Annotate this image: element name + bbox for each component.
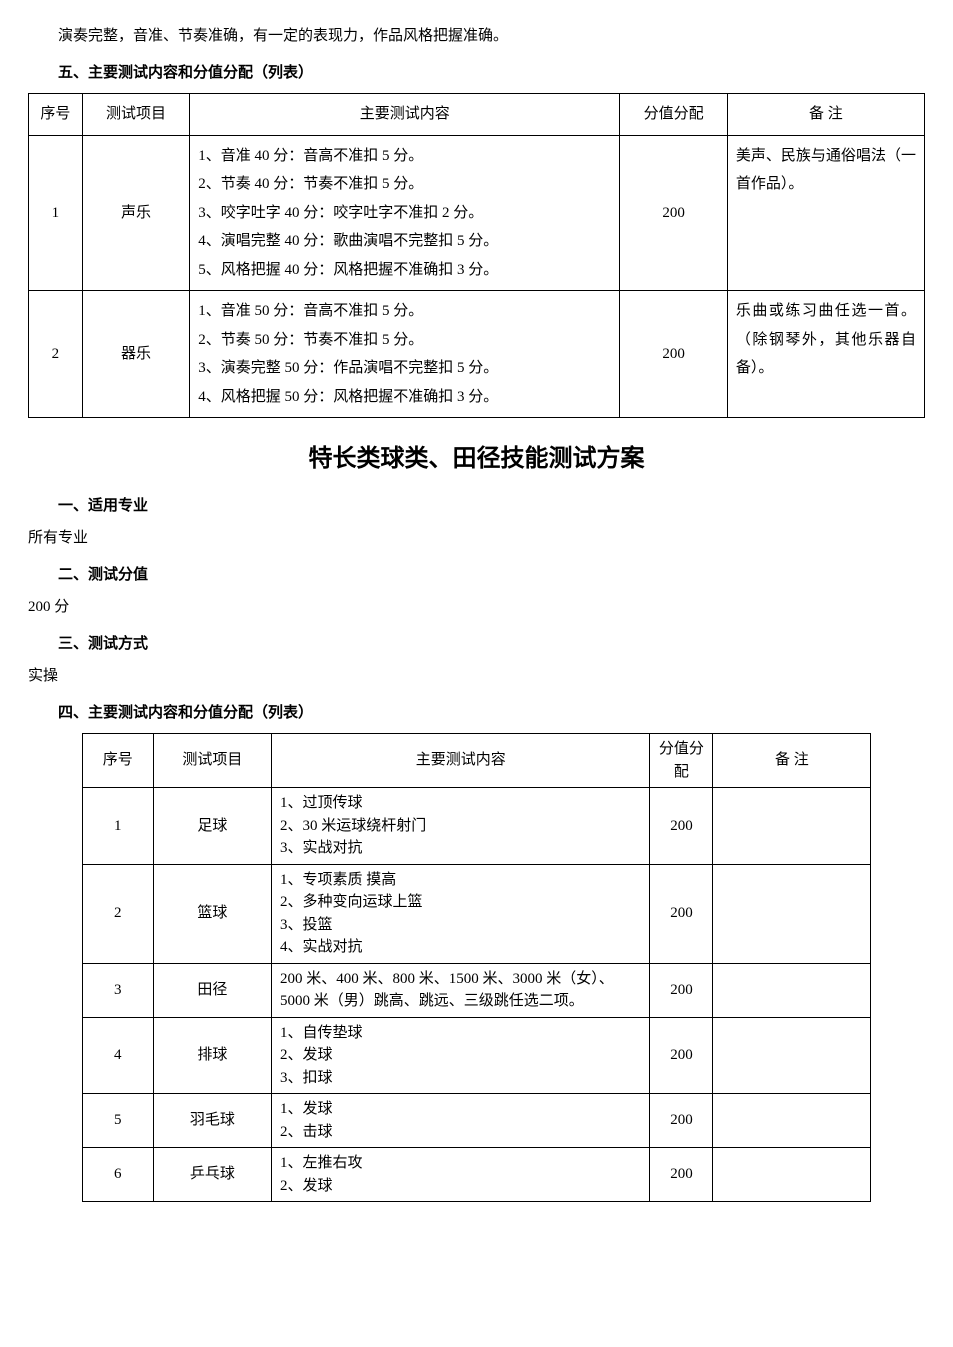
th-note: 备 注 — [727, 94, 924, 136]
cell-note — [713, 864, 871, 963]
cell-note — [713, 1094, 871, 1148]
content-line: 3、投篮 — [280, 914, 641, 937]
th-note: 备 注 — [713, 734, 871, 788]
table-row: 4排球1、自传垫球2、发球3、扣球200 — [82, 1017, 870, 1094]
cell-seq: 4 — [82, 1017, 153, 1094]
cell-content: 1、左推右攻2、发球 — [272, 1148, 650, 1202]
table-row: 2篮球1、专项素质 摸高2、多种变向运球上篮3、投篮4、实战对抗200 — [82, 864, 870, 963]
cell-seq: 5 — [82, 1094, 153, 1148]
content-line: 200 米、400 米、800 米、1500 米、3000 米（女）、5000 … — [280, 968, 641, 1013]
cell-seq: 3 — [82, 963, 153, 1017]
cell-content: 1、音准 50 分：音高不准扣 5 分。2、节奏 50 分：节奏不准扣 5 分。… — [190, 291, 620, 418]
cell-seq: 6 — [82, 1148, 153, 1202]
content-line: 1、左推右攻 — [280, 1152, 641, 1175]
cell-item: 篮球 — [153, 864, 271, 963]
content-line: 4、实战对抗 — [280, 936, 641, 959]
cell-note — [713, 963, 871, 1017]
cell-content: 1、专项素质 摸高2、多种变向运球上篮3、投篮4、实战对抗 — [272, 864, 650, 963]
content-line: 2、多种变向运球上篮 — [280, 891, 641, 914]
cell-item: 器乐 — [82, 291, 190, 418]
content-line: 1、音准 50 分：音高不准扣 5 分。 — [198, 297, 611, 326]
sec4-heading: 四、主要测试内容和分值分配（列表） — [28, 699, 925, 728]
content-line: 1、专项素质 摸高 — [280, 869, 641, 892]
table-row: 1声乐1、音准 40 分：音高不准扣 5 分。2、节奏 40 分：节奏不准扣 5… — [29, 135, 925, 291]
cell-seq: 1 — [29, 135, 83, 291]
content-line: 2、发球 — [280, 1044, 641, 1067]
th-score: 分值分配 — [620, 94, 728, 136]
cell-content: 1、自传垫球2、发球3、扣球 — [272, 1017, 650, 1094]
content-line: 2、发球 — [280, 1175, 641, 1198]
content-line: 3、扣球 — [280, 1067, 641, 1090]
content-line: 1、发球 — [280, 1098, 641, 1121]
cell-note: 美声、民族与通俗唱法（一首作品）。 — [727, 135, 924, 291]
th-seq: 序号 — [82, 734, 153, 788]
content-line: 2、30 米运球绕杆射门 — [280, 815, 641, 838]
cell-note: 乐曲或练习曲任选一首。（除钢琴外，其他乐器自备）。 — [727, 291, 924, 418]
cell-score: 200 — [650, 1017, 713, 1094]
th-item: 测试项目 — [153, 734, 271, 788]
cell-score: 200 — [650, 864, 713, 963]
cell-item: 田径 — [153, 963, 271, 1017]
cell-note — [713, 788, 871, 865]
content-line: 4、风格把握 50 分：风格把握不准确扣 3 分。 — [198, 383, 611, 412]
cell-score: 200 — [650, 1094, 713, 1148]
cell-score: 200 — [620, 135, 728, 291]
th-content: 主要测试内容 — [190, 94, 620, 136]
cell-item: 声乐 — [82, 135, 190, 291]
th-seq: 序号 — [29, 94, 83, 136]
table-header-row: 序号 测试项目 主要测试内容 分值分配 备 注 — [82, 734, 870, 788]
table-header-row: 序号 测试项目 主要测试内容 分值分配 备 注 — [29, 94, 925, 136]
cell-seq: 2 — [82, 864, 153, 963]
content-line: 2、击球 — [280, 1121, 641, 1144]
content-line: 1、过顶传球 — [280, 792, 641, 815]
content-line: 1、自传垫球 — [280, 1022, 641, 1045]
content-line: 2、节奏 50 分：节奏不准扣 5 分。 — [198, 326, 611, 355]
cell-score: 200 — [650, 1148, 713, 1202]
content-line: 3、实战对抗 — [280, 837, 641, 860]
cell-seq: 2 — [29, 291, 83, 418]
table-row: 6乒乓球1、左推右攻2、发球200 — [82, 1148, 870, 1202]
cell-score: 200 — [620, 291, 728, 418]
section-5-heading: 五、主要测试内容和分值分配（列表） — [28, 59, 925, 88]
table-row: 5羽毛球1、发球2、击球200 — [82, 1094, 870, 1148]
cell-content: 1、过顶传球2、30 米运球绕杆射门3、实战对抗 — [272, 788, 650, 865]
sec2-text: 200 分 — [28, 593, 925, 622]
content-line: 3、咬字吐字 40 分：咬字吐字不准扣 2 分。 — [198, 199, 611, 228]
sec3-heading: 三、测试方式 — [28, 630, 925, 659]
table-row: 1足球1、过顶传球2、30 米运球绕杆射门3、实战对抗200 — [82, 788, 870, 865]
sec2-heading: 二、测试分值 — [28, 561, 925, 590]
cell-item: 足球 — [153, 788, 271, 865]
cell-note — [713, 1017, 871, 1094]
table-music: 序号 测试项目 主要测试内容 分值分配 备 注 1声乐1、音准 40 分：音高不… — [28, 93, 925, 418]
table-sports: 序号 测试项目 主要测试内容 分值分配 备 注 1足球1、过顶传球2、30 米运… — [82, 733, 871, 1202]
cell-content: 200 米、400 米、800 米、1500 米、3000 米（女）、5000 … — [272, 963, 650, 1017]
table-row: 3田径200 米、400 米、800 米、1500 米、3000 米（女）、50… — [82, 963, 870, 1017]
cell-seq: 1 — [82, 788, 153, 865]
doc2-title: 特长类球类、田径技能测试方案 — [28, 436, 925, 482]
cell-content: 1、发球2、击球 — [272, 1094, 650, 1148]
th-item: 测试项目 — [82, 94, 190, 136]
cell-content: 1、音准 40 分：音高不准扣 5 分。2、节奏 40 分：节奏不准扣 5 分。… — [190, 135, 620, 291]
th-score: 分值分配 — [650, 734, 713, 788]
sec3-text: 实操 — [28, 662, 925, 691]
sec1-text: 所有专业 — [28, 524, 925, 553]
cell-note — [713, 1148, 871, 1202]
sec1-heading: 一、适用专业 — [28, 492, 925, 521]
content-line: 1、音准 40 分：音高不准扣 5 分。 — [198, 142, 611, 171]
cell-score: 200 — [650, 963, 713, 1017]
th-content: 主要测试内容 — [272, 734, 650, 788]
content-line: 3、演奏完整 50 分：作品演唱不完整扣 5 分。 — [198, 354, 611, 383]
cell-score: 200 — [650, 788, 713, 865]
content-line: 5、风格把握 40 分：风格把握不准确扣 3 分。 — [198, 256, 611, 285]
cell-item: 羽毛球 — [153, 1094, 271, 1148]
content-line: 4、演唱完整 40 分：歌曲演唱不完整扣 5 分。 — [198, 227, 611, 256]
table-row: 2器乐1、音准 50 分：音高不准扣 5 分。2、节奏 50 分：节奏不准扣 5… — [29, 291, 925, 418]
cell-item: 排球 — [153, 1017, 271, 1094]
cell-item: 乒乓球 — [153, 1148, 271, 1202]
content-line: 2、节奏 40 分：节奏不准扣 5 分。 — [198, 170, 611, 199]
intro-line: 演奏完整，音准、节奏准确，有一定的表现力，作品风格把握准确。 — [28, 22, 925, 51]
